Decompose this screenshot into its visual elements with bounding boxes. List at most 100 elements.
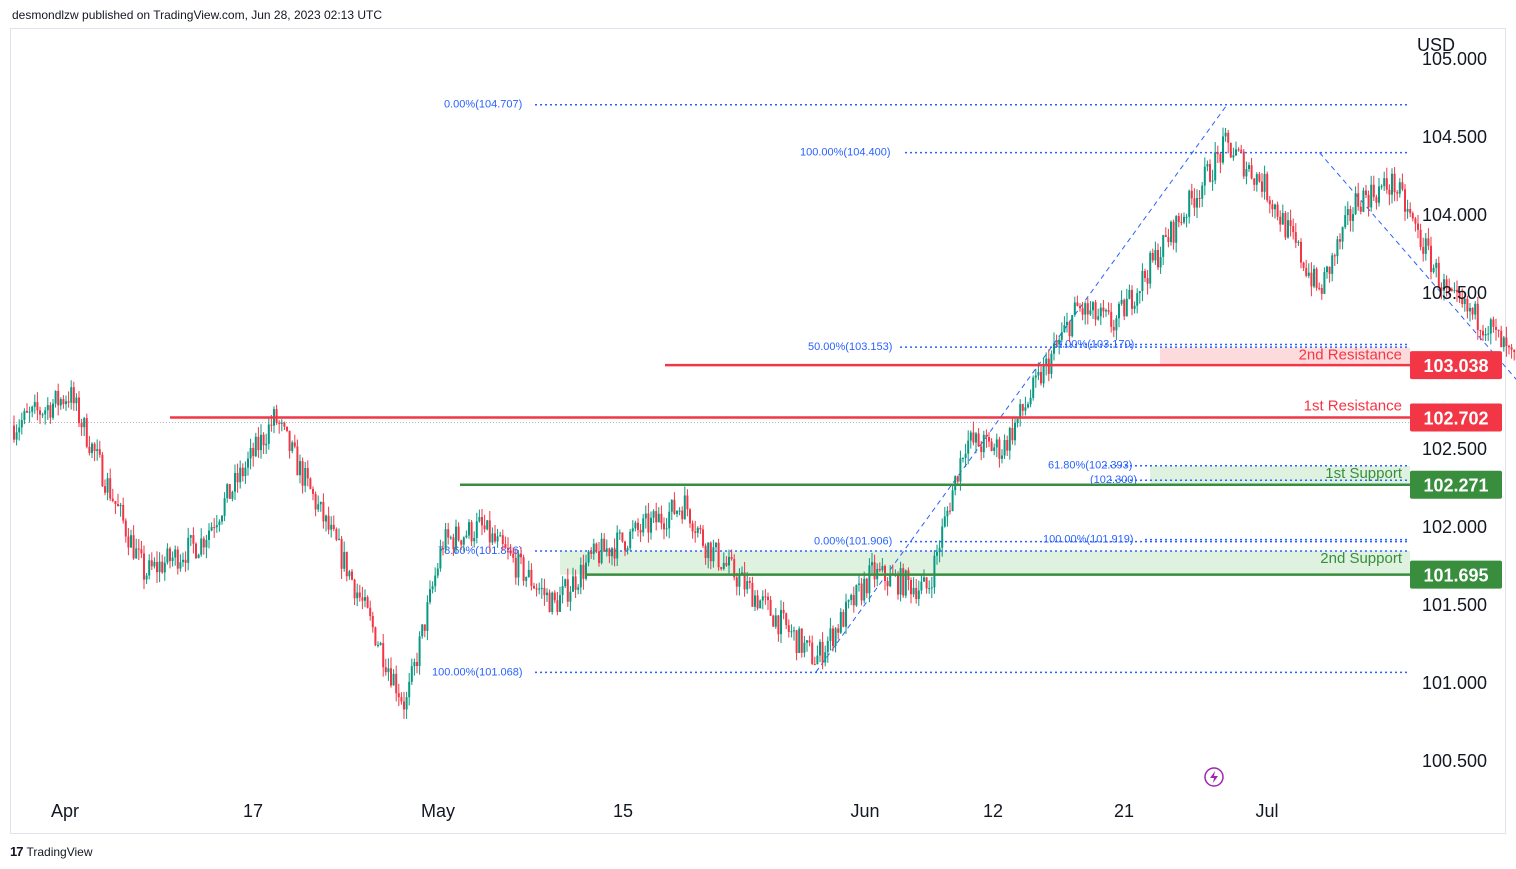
candle-body bbox=[41, 414, 44, 416]
candle-body bbox=[1136, 293, 1139, 306]
candle-body bbox=[1138, 290, 1141, 294]
candle-body bbox=[1021, 404, 1024, 411]
candle-body bbox=[811, 642, 814, 664]
candle-body bbox=[569, 591, 572, 602]
candle-body bbox=[457, 526, 460, 541]
candle-body bbox=[525, 576, 528, 581]
candle-body bbox=[842, 611, 845, 627]
candle-body bbox=[1411, 213, 1414, 219]
candle-body bbox=[1211, 180, 1214, 182]
candle-body bbox=[78, 397, 80, 424]
candle-body bbox=[1258, 174, 1261, 182]
candle-body bbox=[746, 581, 749, 590]
candle-body bbox=[998, 439, 1001, 459]
candle-body bbox=[1268, 200, 1271, 205]
price-tick: 101.000 bbox=[1422, 673, 1487, 693]
candle-body bbox=[767, 596, 769, 601]
candle-body bbox=[1154, 249, 1157, 261]
candle-body bbox=[782, 609, 785, 614]
candle-body bbox=[1307, 272, 1310, 276]
candle-body bbox=[1037, 371, 1040, 376]
candle-body bbox=[1144, 270, 1146, 279]
candle-body bbox=[369, 607, 372, 617]
candle-body bbox=[239, 467, 242, 483]
candle-body bbox=[824, 652, 827, 663]
candle-body bbox=[442, 548, 444, 550]
candle-body bbox=[478, 517, 481, 522]
candle-body bbox=[1502, 337, 1505, 348]
candle-body bbox=[743, 572, 746, 590]
candle-body bbox=[215, 525, 218, 528]
candle-body bbox=[1375, 197, 1378, 203]
candle-body bbox=[1123, 299, 1126, 317]
candle-body bbox=[371, 616, 374, 628]
candle-body bbox=[813, 663, 816, 665]
candle-body bbox=[96, 449, 99, 452]
candle-body bbox=[1058, 339, 1061, 345]
candle-body bbox=[1045, 358, 1048, 365]
candle-body bbox=[1094, 302, 1097, 320]
candle-body bbox=[733, 559, 736, 578]
candle-body bbox=[1203, 166, 1206, 186]
candle-body bbox=[127, 536, 130, 548]
candle-body bbox=[1474, 303, 1477, 315]
candle-body bbox=[317, 504, 320, 510]
candle-body bbox=[1271, 204, 1274, 210]
candle-body bbox=[309, 478, 312, 489]
candle-body bbox=[1164, 235, 1167, 238]
candle-body bbox=[691, 523, 694, 532]
candle-body bbox=[163, 562, 166, 573]
candle-body bbox=[72, 387, 75, 404]
candle-body bbox=[1497, 329, 1500, 331]
candle-body bbox=[481, 517, 483, 526]
candle-body bbox=[1263, 173, 1266, 192]
candle-body bbox=[1279, 216, 1282, 225]
candle-body bbox=[88, 446, 91, 454]
candle-body bbox=[59, 399, 62, 406]
candle-body bbox=[837, 628, 840, 633]
candle-body bbox=[33, 402, 36, 407]
candle-body bbox=[361, 597, 364, 601]
candle-body bbox=[1206, 164, 1209, 167]
candle-body bbox=[852, 595, 855, 606]
candle-body bbox=[1219, 154, 1222, 163]
candle-body bbox=[444, 529, 447, 550]
candle-body bbox=[1175, 216, 1178, 243]
candles bbox=[13, 127, 1516, 719]
candle-body bbox=[722, 562, 725, 569]
candle-body bbox=[533, 585, 535, 589]
candle-body bbox=[1029, 397, 1032, 405]
candle-body bbox=[585, 562, 587, 579]
support-resistance-lines: 2nd Resistance 103.038 1st Resistance 102.7… bbox=[170, 347, 1502, 589]
candle-body bbox=[1344, 215, 1347, 228]
candle-body bbox=[1310, 272, 1313, 287]
candle-body bbox=[1349, 209, 1352, 221]
lightning-icon[interactable] bbox=[1204, 767, 1224, 787]
candle-body bbox=[390, 668, 392, 686]
candle-body bbox=[1255, 174, 1258, 185]
candle-body bbox=[314, 493, 317, 510]
candle-body bbox=[1393, 173, 1396, 193]
candle-body bbox=[426, 602, 429, 631]
date-tick: Jun bbox=[850, 801, 879, 821]
candle-body bbox=[621, 532, 624, 542]
fib-label: (102.300) bbox=[1090, 474, 1137, 486]
candle-body bbox=[1482, 330, 1484, 336]
price-tick: 104.000 bbox=[1422, 205, 1487, 225]
candle-body bbox=[501, 535, 504, 544]
candle-body bbox=[1266, 173, 1269, 201]
candle-body bbox=[405, 697, 408, 710]
candle-body bbox=[530, 569, 533, 586]
candle-body bbox=[514, 557, 517, 578]
candle-body bbox=[39, 410, 41, 415]
candle-body bbox=[881, 565, 884, 571]
candle-body bbox=[1336, 239, 1339, 257]
candle-body bbox=[280, 422, 283, 424]
candle-body bbox=[863, 578, 866, 601]
fib-label: 0.00%(101.906) bbox=[814, 536, 892, 548]
candle-body bbox=[1110, 311, 1113, 327]
candle-body bbox=[226, 484, 229, 499]
candle-body bbox=[559, 595, 561, 612]
candle-body bbox=[1495, 326, 1497, 330]
